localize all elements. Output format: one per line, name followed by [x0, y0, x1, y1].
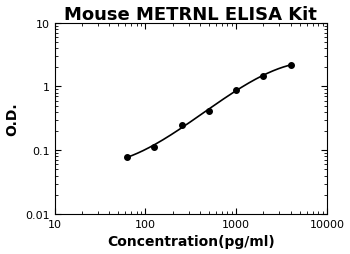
- X-axis label: Concentration(pg/ml): Concentration(pg/ml): [107, 234, 275, 248]
- Y-axis label: O.D.: O.D.: [6, 102, 20, 136]
- Title: Mouse METRNL ELISA Kit: Mouse METRNL ELISA Kit: [64, 6, 317, 23]
